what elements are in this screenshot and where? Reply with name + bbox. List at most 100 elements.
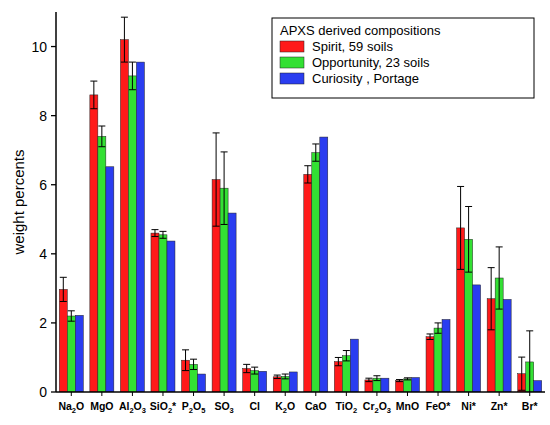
- error-bar: [182, 350, 189, 371]
- x-tick-label: FeO*: [426, 400, 451, 412]
- error-line: [162, 231, 163, 238]
- error-cap: [312, 161, 319, 162]
- error-line: [101, 126, 102, 147]
- x-tick-label: Na2O: [58, 400, 84, 415]
- error-cap: [373, 380, 380, 381]
- bar: [198, 374, 206, 392]
- legend-swatch: [280, 41, 304, 52]
- bar: [98, 136, 106, 392]
- error-cap: [159, 231, 166, 232]
- error-cap: [68, 321, 75, 322]
- error-line: [368, 378, 369, 381]
- error-cap: [435, 333, 442, 334]
- text-part: Cl: [249, 400, 260, 412]
- error-bar: [396, 380, 403, 382]
- legend-label: Curiosity , Portage: [312, 71, 419, 86]
- error-cap: [190, 369, 197, 370]
- bar: [473, 285, 481, 392]
- y-tick-label: 8: [39, 108, 47, 124]
- error-cap: [343, 360, 350, 361]
- text-part: 3: [230, 406, 234, 415]
- x-tick: [193, 392, 194, 396]
- legend: APXS derived compositionsSpirit, 59 soil…: [272, 18, 534, 98]
- y-tick-label: 4: [39, 246, 47, 262]
- error-bar: [98, 126, 105, 147]
- error-cap: [457, 269, 464, 270]
- error-bar: [435, 323, 442, 333]
- error-line: [154, 230, 155, 237]
- x-tick-label: CaO: [305, 400, 327, 412]
- bar: [534, 381, 542, 392]
- error-bar: [90, 81, 97, 109]
- x-tick: [224, 392, 225, 396]
- error-cap: [518, 390, 525, 391]
- error-cap: [129, 89, 136, 90]
- x-tick-label: MnO: [396, 400, 419, 412]
- text-part: O: [193, 400, 201, 412]
- error-cap: [518, 357, 525, 358]
- error-line: [491, 268, 492, 330]
- bar: [403, 379, 411, 392]
- y-tick-label: 0: [39, 384, 47, 400]
- error-bar: [365, 378, 372, 381]
- text-part: Na: [58, 400, 72, 412]
- error-cap: [496, 246, 503, 247]
- x-tick: [376, 392, 377, 396]
- legend-label: Opportunity, 23 soils: [312, 55, 430, 70]
- x-tick-label: Zn*: [491, 400, 509, 412]
- x-tick-label: Cr2O3: [363, 400, 391, 415]
- error-line: [71, 311, 72, 321]
- error-line: [93, 81, 94, 109]
- bar: [281, 376, 289, 392]
- error-cap: [243, 364, 250, 365]
- error-cap: [312, 143, 319, 144]
- error-cap: [221, 151, 228, 152]
- x-tick-label: P2O5: [182, 400, 206, 415]
- error-cap: [488, 329, 495, 330]
- x-tick: [285, 392, 286, 396]
- bar: [151, 233, 159, 392]
- error-line: [468, 206, 469, 272]
- error-cap: [465, 272, 472, 273]
- y-tick-label: 2: [39, 315, 47, 331]
- error-cap: [304, 165, 311, 166]
- error-bar: [243, 364, 250, 372]
- error-bar: [221, 152, 228, 225]
- error-line: [185, 350, 186, 371]
- bar: [381, 378, 389, 392]
- text-part: *: [172, 400, 177, 412]
- error-cap: [488, 267, 495, 268]
- error-line: [285, 374, 286, 379]
- error-bar: [151, 230, 158, 237]
- error-bar: [496, 247, 503, 309]
- legend-swatch: [280, 73, 304, 84]
- x-tick: [407, 392, 408, 396]
- error-bar: [335, 357, 342, 365]
- error-line: [216, 133, 217, 226]
- y-axis: [55, 12, 57, 392]
- error-cap: [404, 377, 411, 378]
- error-cap: [304, 183, 311, 184]
- bar: [273, 377, 281, 392]
- bar: [228, 213, 236, 392]
- error-line: [430, 334, 431, 340]
- x-tick: [468, 392, 469, 396]
- text-part: O: [76, 400, 84, 412]
- bar: [334, 362, 342, 392]
- x-tick-label: SO3: [214, 400, 233, 415]
- error-cap: [282, 378, 289, 379]
- error-cap: [121, 17, 128, 18]
- error-bar: [465, 206, 472, 272]
- bar: [167, 241, 175, 392]
- y-tick-label: 6: [39, 177, 47, 193]
- error-line: [521, 357, 522, 390]
- legend-swatch: [280, 57, 304, 68]
- x-tick: [254, 392, 255, 396]
- error-line: [246, 364, 247, 372]
- error-cap: [159, 238, 166, 239]
- error-cap: [427, 339, 434, 340]
- text-part: MnO: [396, 400, 419, 412]
- text-part: MgO: [90, 400, 113, 412]
- error-bar: [60, 277, 67, 301]
- error-cap: [274, 378, 281, 379]
